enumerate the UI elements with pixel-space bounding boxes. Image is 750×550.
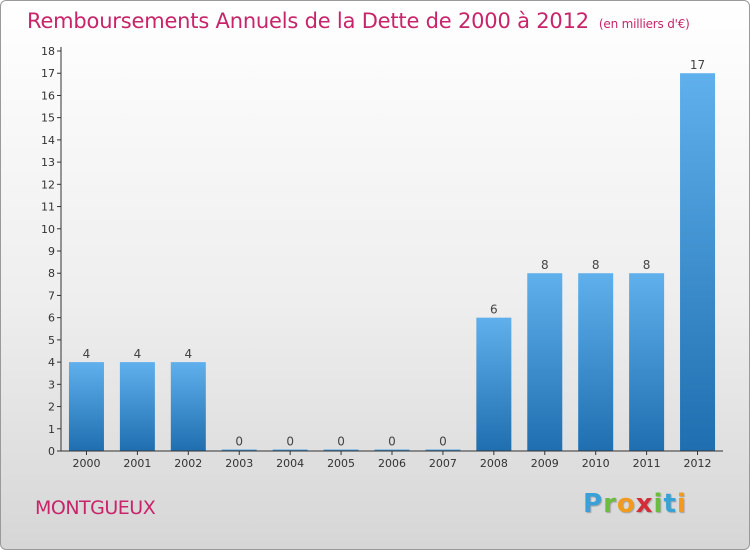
bar [527,273,563,451]
y-tick-label: 16 [41,89,55,102]
y-tick-label: 12 [41,178,55,191]
y-tick-label: 11 [41,201,55,214]
bar [221,449,257,451]
data-label: 8 [592,258,600,272]
logo-letter: x [635,489,654,519]
bar [170,362,206,451]
data-label: 4 [83,347,91,361]
y-tick-label: 8 [48,267,55,280]
y-tick-label: 14 [41,134,55,147]
bar [272,449,308,451]
x-tick-label: 2008 [480,457,508,470]
y-tick-label: 3 [48,378,55,391]
x-tick-label: 2001 [123,457,151,470]
x-tick-label: 2009 [531,457,559,470]
x-tick-label: 2004 [276,457,304,470]
x-tick-label: 2007 [429,457,457,470]
data-label: 4 [184,347,192,361]
logo-letter: i [676,489,687,519]
bar [578,273,614,451]
y-tick-label: 0 [48,445,55,458]
y-tick-label: 5 [48,334,55,347]
y-tick-label: 13 [41,156,55,169]
y-tick-label: 15 [41,112,55,125]
logo-letter: P [583,489,604,519]
y-tick-label: 17 [41,67,55,80]
bar [68,362,104,451]
bar [323,449,359,451]
chart-unit: (en milliers d'€) [598,17,690,31]
x-tick-label: 2010 [582,457,610,470]
logo-letter: t [663,489,677,519]
data-label: 0 [337,435,345,449]
proxiti-logo: Proxiti [583,489,687,519]
chart-title: Remboursements Annuels de la Dette de 20… [27,9,690,33]
x-tick-label: 2002 [174,457,202,470]
bar [119,362,155,451]
y-tick-label: 4 [48,356,55,369]
data-label: 8 [643,258,651,272]
x-tick-label: 2011 [633,457,661,470]
data-label: 0 [235,435,243,449]
x-tick-label: 2005 [327,457,355,470]
data-label: 0 [286,435,294,449]
data-label: 17 [690,58,705,72]
bar [374,449,410,451]
data-label: 0 [439,435,447,449]
data-label: 4 [134,347,142,361]
y-tick-label: 10 [41,223,55,236]
x-tick-label: 2003 [225,457,253,470]
logo-letter: r [603,489,617,519]
y-tick-label: 1 [48,423,55,436]
bars: 4 4 4 0 0 0 0 0 6 8 8 8 17 [68,58,716,451]
y-tick-label: 9 [48,245,55,258]
logo-letter: i [653,489,664,519]
y-tick-label: 6 [48,312,55,325]
commune-name: MONTGUEUX [35,497,156,519]
bar [680,73,716,451]
bar [425,449,461,451]
y-tick-label: 2 [48,401,55,414]
y-tick-label: 18 [41,45,55,58]
data-label: 6 [490,303,498,317]
x-tick-label: 2006 [378,457,406,470]
x-tick-label: 2000 [72,457,100,470]
logo-letter: o [616,489,636,519]
data-label: 8 [541,258,549,272]
x-tick-label: 2012 [684,457,712,470]
bar [629,273,665,451]
y-tick-label: 7 [48,289,55,302]
data-label: 0 [388,435,396,449]
x-axis: 2000 2001 2002 2003 2004 2005 2006 2007 2008 2009… [61,450,723,470]
bar [476,317,512,451]
